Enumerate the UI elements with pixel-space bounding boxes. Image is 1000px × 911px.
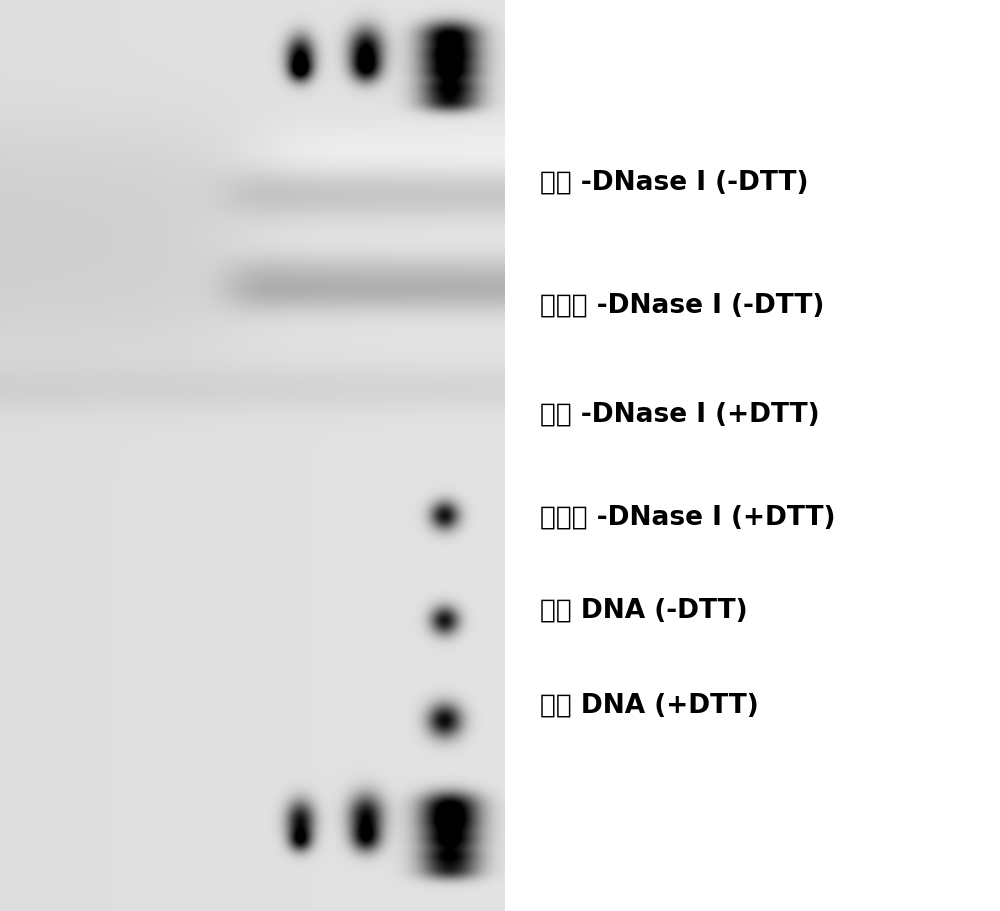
Text: 砸基 -DNase I (+DTT): 砸基 -DNase I (+DTT) (540, 402, 820, 427)
Text: 砸基 -DNase I (-DTT): 砸基 -DNase I (-DTT) (540, 169, 808, 195)
Text: 输入 DNA (+DTT): 输入 DNA (+DTT) (540, 693, 759, 719)
Text: 输入 DNA (-DTT): 输入 DNA (-DTT) (540, 598, 748, 623)
Text: 二硫键 -DNase I (+DTT): 二硫键 -DNase I (+DTT) (540, 505, 836, 530)
Bar (505, 0, 1000, 911)
Text: 二硫键 -DNase I (-DTT): 二硫键 -DNase I (-DTT) (540, 292, 824, 318)
